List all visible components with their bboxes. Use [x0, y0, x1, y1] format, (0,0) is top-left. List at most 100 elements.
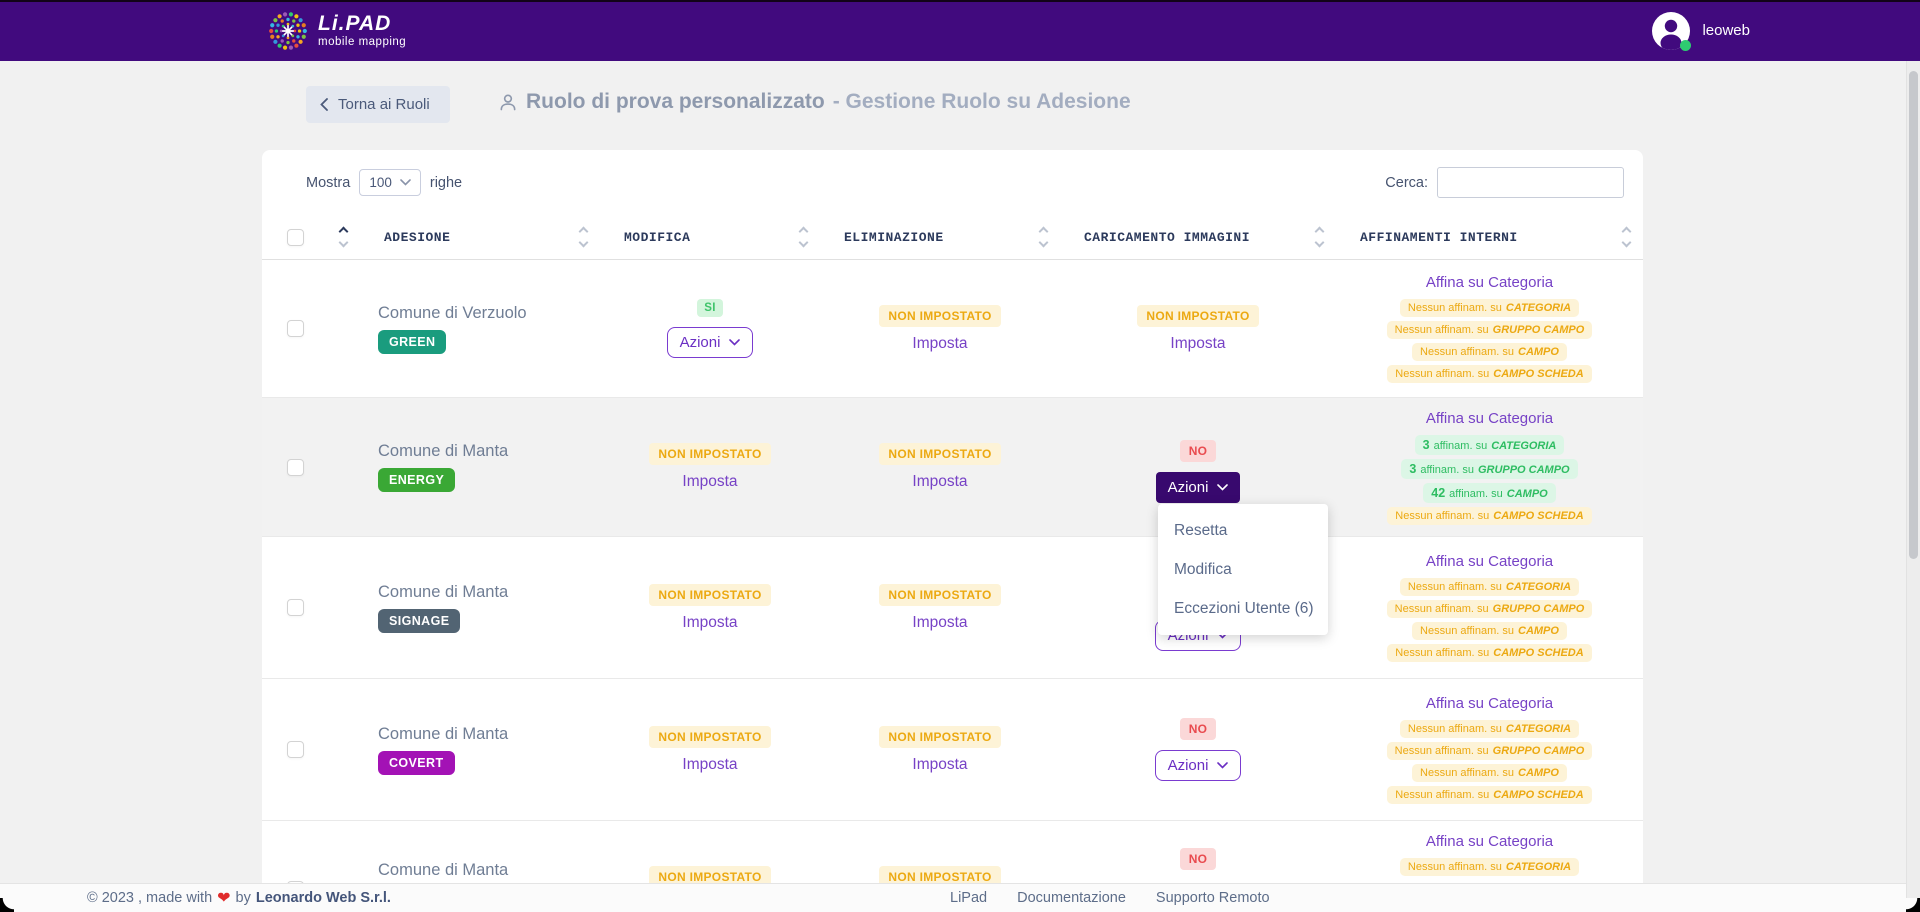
- modifica-azioni-button[interactable]: Azioni: [666, 327, 754, 358]
- modifica-status-badge: NON IMPOSTATO: [649, 583, 771, 606]
- column-header-modifica[interactable]: MODIFICA: [600, 226, 820, 248]
- caricamento-status-badge: NON IMPOSTATO: [1137, 304, 1259, 327]
- imposta-link[interactable]: Imposta: [1170, 334, 1226, 352]
- imposta-link[interactable]: Imposta: [682, 473, 738, 490]
- menu-item-resetta[interactable]: Resetta: [1174, 521, 1228, 539]
- page-size-select[interactable]: 100: [359, 169, 421, 196]
- adesione-type-badge: COVERT: [378, 750, 455, 775]
- affinamento-badge: Nessun affinam. su CAMPO: [1412, 343, 1567, 361]
- rows-label: righe: [429, 174, 463, 191]
- back-button[interactable]: Torna ai Ruoli: [306, 86, 450, 123]
- menu-item-eccezioni-utente[interactable]: Eccezioni Utente (6): [1174, 599, 1314, 617]
- column-header-eliminazione[interactable]: ELIMINAZIONE: [820, 226, 1060, 248]
- column-header-select[interactable]: [262, 226, 360, 248]
- azioni-label: Azioni: [1167, 757, 1209, 774]
- column-header-caricamento[interactable]: CARICAMENTO IMMAGINI: [1060, 226, 1336, 248]
- imposta-link[interactable]: Imposta: [682, 613, 738, 631]
- adesione-name: Comune di Manta: [378, 442, 509, 460]
- back-chevron-icon: [320, 98, 328, 111]
- window-corner: [1906, 898, 1920, 912]
- imposta-link[interactable]: Imposta: [682, 755, 738, 773]
- column-header-adesione[interactable]: ADESIONE: [360, 226, 600, 248]
- chevron-down-icon: [1217, 762, 1229, 769]
- sort-desc-icon: [1038, 237, 1049, 248]
- sort-icons: [1621, 226, 1632, 248]
- affinamento-badge: Nessun affinam. su CAMPO SCHEDA: [1387, 365, 1592, 383]
- imposta-link[interactable]: Imposta: [912, 473, 968, 490]
- caricamento-status-badge: NO: [1179, 718, 1217, 740]
- sort-icons: [338, 226, 349, 248]
- imposta-link[interactable]: Imposta: [912, 613, 968, 631]
- row-checkbox[interactable]: [287, 741, 304, 758]
- affina-categoria-link[interactable]: Affina su Categoria: [1425, 274, 1554, 291]
- caricamento-status-badge: NO: [1179, 439, 1217, 462]
- footer-link-supporto-remoto[interactable]: Supporto Remoto: [1155, 890, 1270, 906]
- menu-item-modifica[interactable]: Modifica: [1174, 560, 1232, 578]
- window-corner: [0, 898, 14, 912]
- caricamento-azioni-button[interactable]: Azioni: [1154, 750, 1242, 781]
- eliminazione-status-badge: NON IMPOSTATO: [879, 443, 1001, 465]
- user-name: leoweb: [1702, 22, 1750, 39]
- table-row: Comune di Manta COVERT NON IMPOSTATO Imp…: [262, 679, 1643, 821]
- eliminazione-status-badge: NON IMPOSTATO: [879, 583, 1001, 606]
- column-header-affinamenti[interactable]: AFFINAMENTI INTERNI: [1336, 226, 1643, 248]
- footer-link-documentazione[interactable]: Documentazione: [1017, 890, 1126, 906]
- eliminazione-status-badge: NON IMPOSTATO: [879, 304, 1001, 327]
- adesione-type-badge: GREEN: [378, 329, 447, 354]
- user-avatar-icon: [1652, 11, 1691, 50]
- select-all-checkbox[interactable]: [287, 228, 304, 246]
- actions-menu: Resetta Modifica Eccezioni Utente (6): [1158, 504, 1328, 635]
- footer-bar: © 2023 , made with ❤ by Leonardo Web S.r…: [0, 883, 1920, 912]
- affina-categoria-link[interactable]: Affina su Categoria: [1425, 553, 1554, 570]
- heart-icon: ❤: [217, 890, 231, 907]
- logo-dots-icon: [269, 11, 307, 50]
- footer-link-lipad[interactable]: LiPad: [950, 890, 988, 906]
- show-label: Mostra: [306, 174, 351, 191]
- title-main: Ruolo di prova personalizzato: [526, 90, 825, 113]
- modifica-status-badge: NON IMPOSTATO: [649, 866, 771, 888]
- azioni-label: Azioni: [679, 334, 721, 351]
- modifica-status-badge: NON IMPOSTATO: [649, 443, 771, 465]
- scrollbar-track[interactable]: [1906, 61, 1920, 912]
- adesione-name: Comune di Manta: [378, 861, 509, 879]
- sort-icons: [1038, 226, 1049, 248]
- imposta-link[interactable]: Imposta: [912, 755, 968, 773]
- adesione-type-badge: ENERGY: [378, 468, 456, 492]
- imposta-link[interactable]: Imposta: [912, 334, 968, 352]
- online-status-dot: [1680, 39, 1692, 51]
- person-icon: [500, 94, 516, 111]
- affinamento-badge: Nessun affinam. su CATEGORIA: [1399, 299, 1580, 317]
- affina-categoria-link[interactable]: Affina su Categoria: [1425, 833, 1554, 850]
- sort-desc-icon: [1314, 237, 1325, 248]
- affinamento-badge: Nessun affinam. su CATEGORIA: [1399, 578, 1580, 596]
- logo[interactable]: Li.PAD mobile mapping: [267, 10, 406, 52]
- row-checkbox[interactable]: [287, 458, 304, 476]
- header-bar: Li.PAD mobile mapping leoweb: [0, 0, 1920, 61]
- affinamento-badge: 42 affinam. su CAMPO: [1423, 482, 1556, 503]
- affinamento-badge: Nessun affinam. su CATEGORIA: [1399, 720, 1580, 738]
- affinamento-badge: Nessun affinam. su GRUPPO CAMPO: [1386, 600, 1593, 618]
- affina-categoria-link[interactable]: Affina su Categoria: [1425, 409, 1554, 427]
- eliminazione-status-badge: NON IMPOSTATO: [879, 866, 1001, 888]
- logo-subtitle: mobile mapping: [318, 35, 407, 48]
- affina-categoria-link[interactable]: Affina su Categoria: [1425, 695, 1554, 712]
- row-checkbox[interactable]: [287, 320, 304, 337]
- sort-icons: [1314, 226, 1325, 248]
- sort-asc-icon: [798, 226, 809, 237]
- table-row: Comune di Manta SIGNAGE NON IMPOSTATO Im…: [262, 537, 1643, 679]
- affinamento-badge: Nessun affinam. su CATEGORIA: [1399, 858, 1580, 876]
- scrollbar-thumb[interactable]: [1909, 71, 1918, 559]
- table-row: Comune di Verzuolo GREEN SI Azioni NON I…: [262, 260, 1643, 398]
- row-checkbox[interactable]: [287, 599, 304, 616]
- caricamento-status-badge: NO: [1179, 848, 1217, 870]
- user-menu[interactable]: leoweb: [1652, 11, 1750, 51]
- adesione-name: Comune di Manta: [378, 582, 509, 601]
- table-panel: Mostra 100 righe Cerca: ADESIONE MODIFIC…: [262, 150, 1643, 912]
- search-label: Cerca:: [1385, 174, 1428, 191]
- sort-desc-icon: [338, 237, 349, 248]
- company-name: Leonardo Web S.r.l.: [255, 890, 391, 906]
- caricamento-azioni-button-open[interactable]: Azioni: [1155, 471, 1241, 503]
- sort-asc-icon: [578, 226, 589, 237]
- table-row: Comune di Manta NON IMPOSTATO NON IMPOST…: [262, 821, 1643, 912]
- search-input[interactable]: [1437, 167, 1624, 198]
